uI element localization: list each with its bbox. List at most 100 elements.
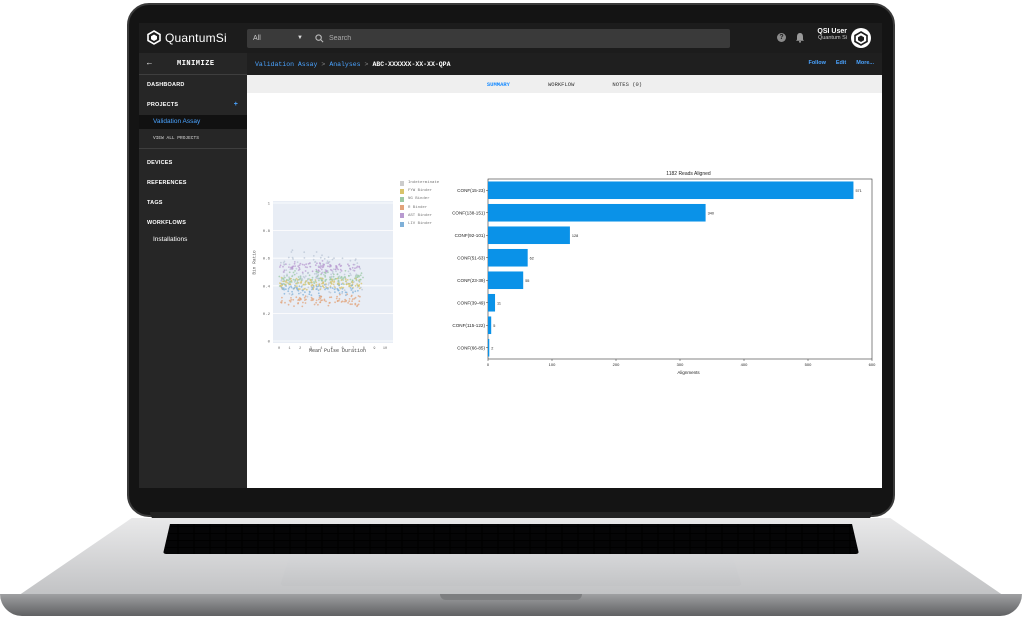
- scatter-point: [344, 269, 347, 272]
- scatter-point: [292, 258, 294, 260]
- sidebar-view-all-projects[interactable]: VIEW ALL PROJECTS: [139, 129, 247, 149]
- bar[interactable]: [488, 338, 490, 357]
- scatter-point: [337, 276, 340, 278]
- edit-button[interactable]: Edit: [835, 60, 847, 66]
- follow-button[interactable]: Follow: [808, 60, 826, 66]
- tab-notes[interactable]: NOTES (0): [612, 80, 643, 88]
- scatter-point: [282, 261, 285, 264]
- brand-logo[interactable]: QuantumSi: [147, 30, 227, 45]
- scatter-point: [329, 286, 332, 289]
- scatter-point: [307, 278, 309, 280]
- scatter-point: [351, 287, 354, 290]
- scatter-point: [325, 283, 327, 285]
- help-icon[interactable]: ?: [777, 33, 786, 42]
- minimize-button[interactable]: ← MINIMIZE: [139, 53, 247, 75]
- bar[interactable]: [488, 248, 528, 267]
- sidebar-item-workflows[interactable]: WORKFLOWS: [139, 213, 247, 233]
- scatter-point: [308, 293, 311, 296]
- scatter-point: [320, 272, 323, 274]
- sidebar-item-label: WORKFLOWS: [147, 220, 187, 226]
- bar[interactable]: [488, 271, 524, 290]
- scatter-point: [288, 299, 291, 302]
- scatter-point: [327, 284, 330, 286]
- scatter-point: [312, 298, 315, 300]
- search-scope-select[interactable]: All ▼: [247, 35, 307, 42]
- scatter-point: [339, 286, 341, 289]
- scatter-point: [332, 273, 335, 276]
- bar[interactable]: [488, 293, 496, 312]
- scatter-point: [324, 280, 327, 283]
- scatter-point: [351, 298, 354, 301]
- scatter-point: [300, 279, 303, 282]
- bell-icon[interactable]: [795, 32, 805, 43]
- search-input[interactable]: [329, 35, 709, 42]
- scatter-point: [304, 295, 307, 298]
- scatter-point: [356, 274, 359, 277]
- legend-item[interactable]: NG Binder: [400, 195, 439, 203]
- scatter-point: [339, 265, 342, 268]
- avatar[interactable]: [851, 28, 871, 48]
- scatter-point: [281, 283, 283, 285]
- legend-label: AST Binder: [408, 213, 433, 218]
- bar[interactable]: [488, 316, 492, 335]
- scatter-point: [307, 281, 310, 284]
- scatter-point: [295, 286, 298, 289]
- sidebar-subitem-installations[interactable]: Installations: [153, 236, 188, 243]
- bar-value-label: 11: [497, 301, 501, 305]
- scatter-point: [308, 283, 310, 286]
- legend-label: R Binder: [408, 205, 428, 210]
- scatter-point: [284, 281, 287, 283]
- legend-swatch: [400, 188, 404, 194]
- tab-summary[interactable]: SUMMARY: [486, 80, 510, 88]
- user-name: QSI User: [817, 28, 847, 35]
- scatter-point: [331, 258, 334, 261]
- scatter-point: [322, 281, 324, 284]
- bar[interactable]: [488, 181, 854, 200]
- scatter-point: [295, 277, 298, 280]
- legend-item[interactable]: R Binder: [400, 204, 439, 212]
- scatter-point: [324, 275, 327, 278]
- scatter-point: [304, 282, 307, 284]
- scatter-point: [302, 275, 305, 278]
- sidebar-item-dashboard[interactable]: DASHBOARD: [139, 75, 247, 95]
- scatter-point: [327, 262, 329, 264]
- legend-item[interactable]: LIV Binder: [400, 220, 439, 228]
- legend-item[interactable]: FYW Binder: [400, 187, 439, 195]
- bar[interactable]: [488, 203, 706, 222]
- scatter-point: [348, 275, 350, 277]
- sidebar-item-tags[interactable]: TAGS: [139, 193, 247, 213]
- more-button[interactable]: More...: [856, 60, 874, 66]
- scatter-point: [325, 262, 328, 264]
- breadcrumb-validation-assay[interactable]: Validation Assay: [255, 60, 318, 68]
- scatter-point: [339, 271, 342, 274]
- legend-item[interactable]: Indeterminate: [400, 179, 439, 187]
- scatter-point: [304, 275, 307, 277]
- scatter-point: [341, 287, 344, 290]
- scatter-point: [288, 266, 290, 268]
- scatter-point: [283, 275, 286, 277]
- scatter-point: [299, 262, 302, 265]
- x-tick-label: 500: [805, 362, 812, 367]
- scatter-point: [327, 265, 329, 268]
- scatter-point: [330, 265, 332, 267]
- scatter-point: [291, 249, 294, 252]
- scatter-point: [292, 278, 295, 281]
- scatter-point: [337, 289, 340, 292]
- sidebar-item-devices[interactable]: DEVICES: [139, 153, 247, 173]
- scatter-point: [298, 266, 301, 269]
- scatter-y-tick-label: 0.6: [263, 258, 271, 262]
- scatter-point: [293, 261, 296, 263]
- legend-item[interactable]: AST Binder: [400, 212, 439, 220]
- sidebar-item-projects[interactable]: PROJECTS +: [139, 95, 247, 115]
- sidebar-subitem-validation-assay[interactable]: Validation Assay: [139, 115, 247, 129]
- tab-workflow[interactable]: WORKFLOW: [547, 80, 575, 88]
- scatter-x-tick-label: 8: [363, 347, 365, 351]
- add-project-icon[interactable]: +: [233, 101, 238, 108]
- scatter-point: [317, 274, 320, 276]
- sidebar-item-references[interactable]: REFERENCES: [139, 173, 247, 193]
- scatter-point: [349, 272, 352, 275]
- bar[interactable]: [488, 226, 570, 245]
- breadcrumb-analyses[interactable]: Analyses: [329, 60, 361, 68]
- scatter-point: [341, 291, 344, 293]
- user-menu[interactable]: QSI User Quantum Si: [813, 28, 847, 41]
